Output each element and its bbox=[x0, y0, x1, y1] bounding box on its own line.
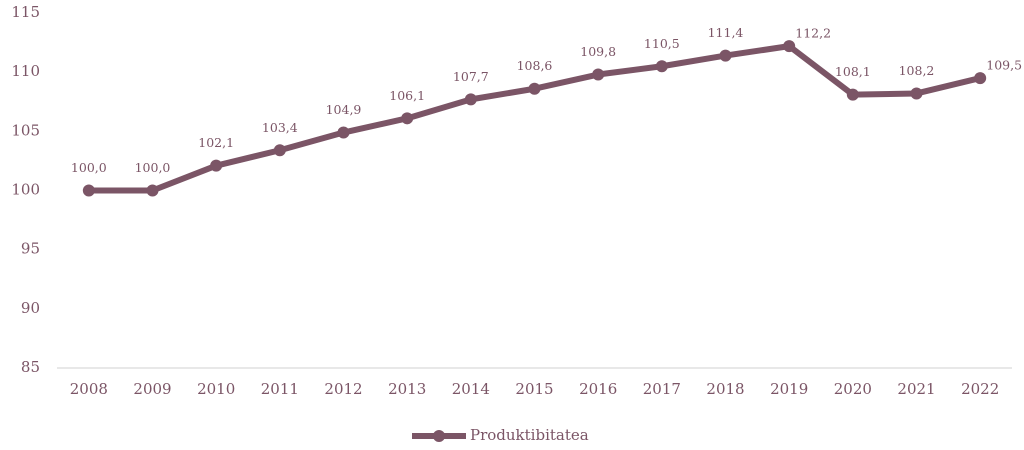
data-label: 111,4 bbox=[708, 25, 744, 40]
data-label: 110,5 bbox=[644, 36, 680, 51]
x-tick-label: 2021 bbox=[897, 380, 935, 398]
data-label: 109,5 bbox=[986, 58, 1022, 73]
data-point bbox=[592, 68, 605, 81]
x-tick-label: 2010 bbox=[197, 380, 235, 398]
data-label: 109,8 bbox=[580, 44, 616, 59]
data-label: 108,1 bbox=[835, 64, 871, 79]
x-tick-label: 2014 bbox=[452, 380, 490, 398]
x-tick-label: 2019 bbox=[770, 380, 808, 398]
data-point bbox=[337, 126, 350, 139]
data-point bbox=[528, 82, 541, 95]
data-point bbox=[146, 184, 159, 197]
y-tick-label: 85 bbox=[21, 358, 40, 376]
x-tick-label: 2016 bbox=[579, 380, 617, 398]
legend-marker bbox=[433, 430, 445, 442]
data-point bbox=[655, 60, 668, 73]
x-tick-label: 2020 bbox=[834, 380, 872, 398]
x-tick-label: 2011 bbox=[261, 380, 299, 398]
data-label: 100,0 bbox=[135, 160, 171, 175]
x-tick-label: 2012 bbox=[324, 380, 362, 398]
y-tick-label: 90 bbox=[21, 299, 40, 317]
data-point bbox=[273, 144, 286, 157]
x-tick-label: 2008 bbox=[70, 380, 108, 398]
data-point bbox=[719, 49, 732, 62]
data-point bbox=[401, 112, 414, 125]
data-label: 100,0 bbox=[71, 160, 107, 175]
data-label: 112,2 bbox=[795, 26, 831, 41]
data-label: 108,2 bbox=[899, 63, 935, 78]
data-point bbox=[846, 88, 859, 101]
data-label: 106,1 bbox=[389, 88, 425, 103]
data-point bbox=[910, 87, 923, 100]
data-label: 104,9 bbox=[326, 102, 362, 117]
x-tick-label: 2013 bbox=[388, 380, 426, 398]
y-tick-label: 95 bbox=[21, 240, 40, 258]
y-tick-label: 105 bbox=[11, 121, 40, 139]
x-tick-label: 2017 bbox=[643, 380, 681, 398]
data-point bbox=[783, 40, 796, 53]
y-tick-label: 110 bbox=[11, 62, 40, 80]
x-tick-label: 2022 bbox=[961, 380, 999, 398]
x-tick-label: 2009 bbox=[133, 380, 171, 398]
data-point bbox=[974, 72, 987, 85]
data-label: 107,7 bbox=[453, 69, 489, 84]
x-tick-label: 2015 bbox=[515, 380, 553, 398]
data-point bbox=[210, 159, 223, 172]
y-tick-label: 115 bbox=[11, 3, 40, 21]
data-point bbox=[82, 184, 95, 197]
y-tick-label: 100 bbox=[11, 181, 40, 199]
data-label: 102,1 bbox=[198, 135, 234, 150]
data-label: 108,6 bbox=[517, 58, 553, 73]
legend-label: Produktibitatea bbox=[470, 426, 589, 444]
data-label: 103,4 bbox=[262, 120, 298, 135]
data-point bbox=[464, 93, 477, 106]
x-tick-label: 2018 bbox=[706, 380, 744, 398]
